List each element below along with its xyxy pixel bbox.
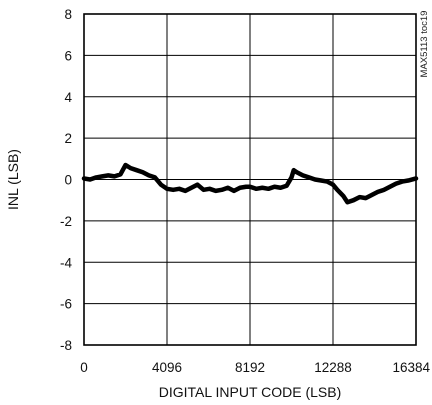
y-tick-label: -6 bbox=[60, 297, 72, 312]
figure-id-label: MAX5113 toc19 bbox=[419, 11, 430, 78]
x-tick-label: 12288 bbox=[314, 360, 352, 375]
series-layer bbox=[81, 162, 419, 205]
x-tick-label: 16384 bbox=[392, 360, 430, 375]
x-axis-title: DIGITAL INPUT CODE (LSB) bbox=[159, 384, 342, 400]
y-tick-label: 2 bbox=[64, 131, 72, 146]
y-tick-labels: -8 -6 -4 -2 0 2 4 6 8 bbox=[60, 7, 73, 353]
y-tick-label: 4 bbox=[64, 90, 72, 105]
y-tick-label: 0 bbox=[64, 173, 72, 188]
y-axis-title: INL (LSB) bbox=[5, 149, 21, 210]
y-tick-label: -4 bbox=[60, 255, 72, 270]
y-tick-label: -8 bbox=[60, 338, 72, 353]
x-tick-label: 8192 bbox=[235, 360, 265, 375]
y-tick-label: 8 bbox=[64, 7, 72, 22]
y-tick-label: -2 bbox=[60, 214, 72, 229]
x-tick-label: 4096 bbox=[152, 360, 182, 375]
grid-lines bbox=[84, 14, 416, 345]
y-tick-label: 6 bbox=[64, 48, 72, 63]
inl-series-line bbox=[81, 162, 419, 205]
x-tick-labels: 0 4096 8192 12288 16384 bbox=[80, 360, 430, 375]
x-tick-label: 0 bbox=[80, 360, 88, 375]
